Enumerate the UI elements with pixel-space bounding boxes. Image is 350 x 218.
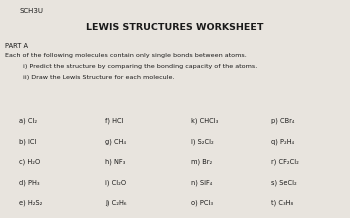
Text: e) H₂S₂: e) H₂S₂ (19, 200, 43, 206)
Text: PART A: PART A (5, 43, 28, 49)
Text: a) Cl₂: a) Cl₂ (19, 118, 37, 124)
Text: Each of the following molecules contain only single bonds between atoms.: Each of the following molecules contain … (5, 53, 247, 58)
Text: b) ICl: b) ICl (19, 138, 37, 145)
Text: f) HCl: f) HCl (105, 118, 124, 124)
Text: l) S₂Cl₂: l) S₂Cl₂ (191, 138, 213, 145)
Text: d) PH₃: d) PH₃ (19, 179, 40, 186)
Text: m) Br₂: m) Br₂ (191, 159, 212, 165)
Text: i) Predict the structure by comparing the bonding capacity of the atoms.: i) Predict the structure by comparing th… (23, 64, 257, 69)
Text: SCH3U: SCH3U (19, 8, 43, 14)
Text: t) C₃H₈: t) C₃H₈ (271, 200, 293, 206)
Text: q) P₂H₄: q) P₂H₄ (271, 138, 294, 145)
Text: LEWIS STRUCTURES WORKSHEET: LEWIS STRUCTURES WORKSHEET (86, 23, 264, 32)
Text: r) CF₂Cl₂: r) CF₂Cl₂ (271, 159, 299, 165)
Text: j) C₂H₆: j) C₂H₆ (105, 200, 126, 206)
Text: p) CBr₄: p) CBr₄ (271, 118, 295, 124)
Text: k) CHCl₃: k) CHCl₃ (191, 118, 218, 124)
Text: i) Cl₂O: i) Cl₂O (105, 179, 126, 186)
Text: s) SeCl₂: s) SeCl₂ (271, 179, 297, 186)
Text: g) CH₄: g) CH₄ (105, 138, 126, 145)
Text: h) NF₃: h) NF₃ (105, 159, 125, 165)
Text: o) PCl₃: o) PCl₃ (191, 200, 213, 206)
Text: ii) Draw the Lewis Structure for each molecule.: ii) Draw the Lewis Structure for each mo… (23, 75, 174, 80)
Text: n) SiF₄: n) SiF₄ (191, 179, 212, 186)
Text: c) H₂O: c) H₂O (19, 159, 41, 165)
